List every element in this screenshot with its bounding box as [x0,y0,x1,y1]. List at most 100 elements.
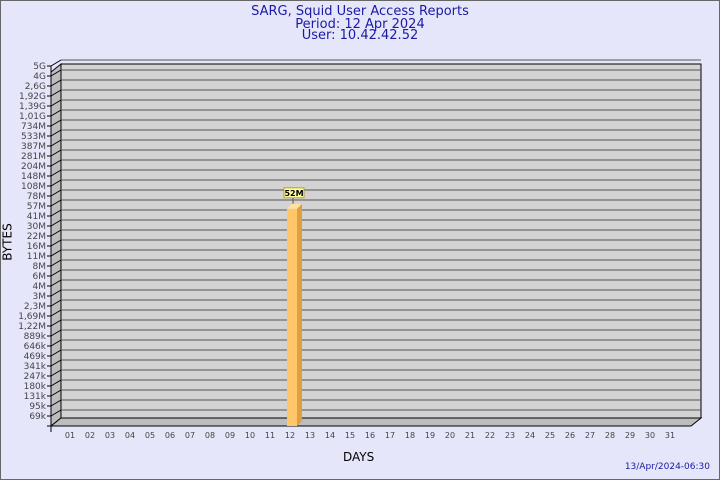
x-tick-label: 07 [185,431,195,440]
y-tick-label: 469k [24,352,47,362]
y-tick-label: 1,39G [19,102,46,112]
x-tick-label: 14 [325,431,335,440]
footer-timestamp: 13/Apr/2024-06:30 [624,462,710,472]
y-tick-label: 6M [33,272,47,282]
x-tick-label: 21 [465,431,475,440]
x-tick-label: 13 [305,431,315,440]
y-tick-3d [50,89,62,97]
x-tick-label: 22 [485,431,495,440]
y-tick-label: 131k [24,392,47,402]
y-tick-label: 4G [33,72,46,82]
y-tick-3d [50,169,62,177]
y-tick-3d [50,129,62,137]
y-tick-label: 1,69M [18,312,46,322]
y-tick-3d [50,79,62,87]
y-tick-label: 22M [27,232,46,242]
chart-subtitle-user: User: 10.42.42.52 [301,28,419,43]
data-label-box [283,187,305,199]
x-tick-label: 17 [385,431,395,440]
data-label: 52M [284,189,303,198]
y-tick-label: 2,6G [25,82,46,92]
y-tick-3d [50,259,62,267]
y-tick-label: 889k [24,332,47,342]
chart-subtitle-period: Period: 12 Apr 2024 [295,17,425,32]
y-tick-label: 30M [27,222,46,232]
plot-back-wall [60,63,702,419]
x-axis-label: DAYS [343,450,375,464]
x-tick-label: 20 [445,431,455,440]
y-tick-label: 1,01G [19,112,46,122]
y-tick-3d [50,159,62,167]
y-tick-3d [50,239,62,247]
y-tick-3d [50,309,62,317]
y-tick-label: 8M [33,262,47,272]
x-tick-label: 02 [85,431,95,440]
bar-top [287,203,302,209]
x-tick-label: 05 [145,431,155,440]
y-tick-3d [50,219,62,227]
y-tick-3d [50,149,62,157]
y-tick-label: 148M [21,172,46,182]
y-tick-3d [50,139,62,147]
y-tick-3d [50,99,62,107]
x-tick-label: 16 [365,431,375,440]
y-tick-3d [50,399,62,407]
y-axis-label: BYTES [0,223,15,261]
y-tick-3d [50,369,62,377]
x-tick-label: 10 [245,431,255,440]
y-tick-label: 3M [33,292,47,302]
y-tick-3d [50,339,62,347]
x-tick-label: 06 [165,431,175,440]
y-tick-3d [50,319,62,327]
x-tick-label: 19 [425,431,435,440]
y-tick-label: 247k [24,372,47,382]
chart-title: SARG, Squid User Access Reports [251,4,469,19]
y-tick-3d [50,389,62,397]
bar-day-12 [287,208,297,426]
y-tick-3d [50,289,62,297]
y-tick-3d [50,299,62,307]
y-tick-label: 734M [21,122,46,132]
x-tick-label: 30 [645,431,655,440]
y-tick-label: 1,92G [19,92,46,102]
x-tick-label: 04 [125,431,135,440]
y-tick-3d [50,189,62,197]
y-tick-3d [50,179,62,187]
y-tick-3d [50,249,62,257]
y-tick-3d [50,229,62,237]
x-tick-label: 24 [525,431,535,440]
y-tick-3d [50,409,62,417]
y-tick-label: 57M [27,202,46,212]
y-tick-label: 387M [21,142,46,152]
y-tick-3d [50,119,62,127]
x-tick-label: 12 [285,431,295,440]
x-tick-label: 15 [345,431,355,440]
x-tick-label: 03 [105,431,115,440]
y-tick-3d [50,59,62,67]
x-tick-label: 26 [565,431,575,440]
y-tick-label: 108M [21,182,46,192]
x-tick-label: 23 [505,431,515,440]
bar-side [297,203,302,426]
y-tick-3d [50,349,62,357]
x-tick-label: 31 [665,431,675,440]
x-tick-label: 29 [625,431,635,440]
y-tick-3d [50,379,62,387]
x-tick-label: 08 [205,431,215,440]
y-tick-label: 533M [21,132,46,142]
y-tick-label: 95k [29,402,46,412]
y-tick-label: 180k [24,382,47,392]
y-tick-label: 1,22M [18,322,46,332]
y-tick-3d [50,269,62,277]
y-tick-label: 69k [29,412,46,422]
y-tick-3d [50,209,62,217]
x-tick-label: 28 [605,431,615,440]
y-tick-3d [50,199,62,207]
y-tick-label: 16M [27,242,46,252]
y-tick-3d [50,109,62,117]
y-tick-3d [50,329,62,337]
plot-floor [49,417,703,427]
x-tick-label: 11 [265,431,275,440]
x-tick-label: 18 [405,431,415,440]
